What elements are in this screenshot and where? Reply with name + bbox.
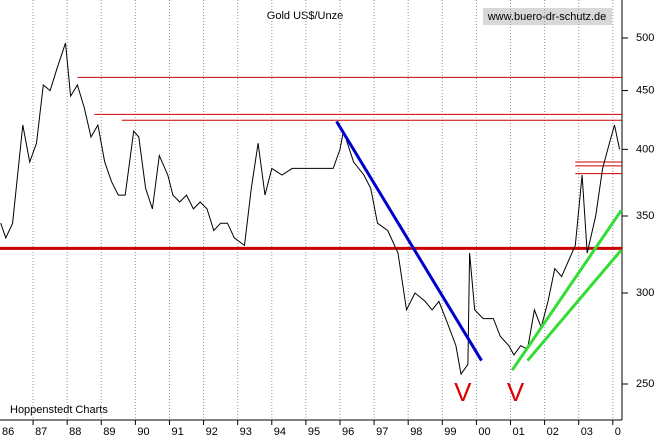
x-tick-label: 96	[342, 426, 354, 438]
credit: Hoppenstedt Charts	[10, 404, 108, 416]
y-tick-label: 350	[636, 210, 654, 222]
x-tick-label: 97	[376, 426, 388, 438]
trend-line	[335, 120, 483, 362]
x-tick-label: 91	[171, 426, 183, 438]
x-tick-label: 86	[2, 426, 14, 438]
chart-title: Gold US$/Unze	[267, 10, 343, 22]
x-tick-label: 93	[240, 426, 252, 438]
y-tick-label: 400	[636, 143, 654, 155]
x-tick-label: 89	[103, 426, 115, 438]
trend-line	[526, 248, 623, 362]
x-tick-label: 0	[615, 426, 621, 438]
x-tick-label: 94	[274, 426, 286, 438]
x-tick-label: 90	[137, 426, 149, 438]
annotation: V	[507, 377, 525, 407]
x-tick-label: 88	[69, 426, 81, 438]
x-tick-label: 03	[581, 426, 593, 438]
x-tick-label: 98	[410, 426, 422, 438]
y-tick-label: 500	[636, 32, 654, 44]
x-tick-label: 02	[547, 426, 559, 438]
source-box	[483, 8, 612, 25]
source: www.buero-dr-schutz.de	[487, 11, 607, 23]
trend-line	[510, 209, 623, 372]
y-tick-label: 250	[636, 378, 654, 390]
x-tick-label: 01	[512, 426, 524, 438]
x-tick-label: 95	[308, 426, 320, 438]
x-tick-label: 92	[206, 426, 218, 438]
x-tick-label: 00	[478, 426, 490, 438]
x-tick-label: 87	[35, 426, 47, 438]
y-tick-label: 450	[636, 84, 654, 96]
y-tick-label: 300	[636, 287, 654, 299]
annotation: V	[454, 377, 472, 407]
x-tick-label: 99	[444, 426, 456, 438]
